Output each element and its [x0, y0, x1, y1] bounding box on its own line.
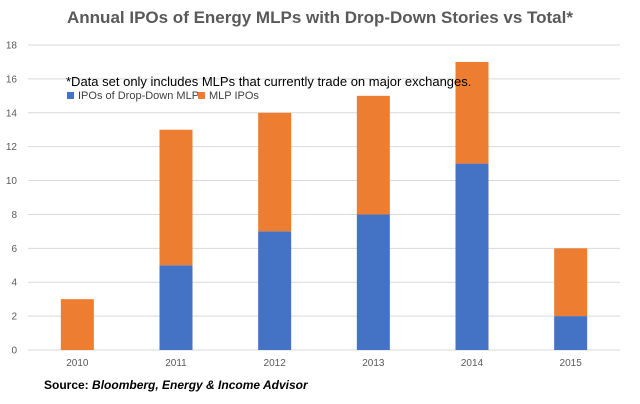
x-tick-label: 2014: [461, 358, 484, 369]
source-text: Bloomberg, Energy & Income Advisor: [92, 378, 308, 392]
y-tick-label: 18: [6, 41, 18, 52]
y-tick-label: 12: [6, 142, 18, 153]
bar-mlp-ipos: [159, 129, 193, 266]
grid-lines: [28, 44, 620, 351]
bar-dropdown-ipos: [159, 265, 193, 350]
bar-dropdown-ipos: [258, 231, 292, 350]
y-tick-label: 4: [11, 278, 17, 289]
bar-dropdown-ipos: [356, 214, 390, 350]
bar-mlp-ipos: [60, 299, 94, 350]
x-tick-label: 2011: [165, 358, 187, 369]
bar-mlp-ipos: [554, 248, 588, 317]
bar-mlp-ipos: [356, 95, 390, 215]
x-tick-label: 2013: [362, 358, 385, 369]
legend-swatch-mlp: [198, 92, 205, 99]
x-tick-label: 2012: [264, 358, 287, 369]
y-tick-label: 10: [6, 176, 18, 187]
source-label: Source:: [44, 378, 89, 392]
x-tick-label: 2010: [66, 358, 89, 369]
source-line: Source: Bloomberg, Energy & Income Advis…: [44, 378, 308, 392]
y-tick-label: 16: [6, 74, 18, 85]
x-axis-ticks: 2010 2011 2012 2013 2014 2015: [66, 358, 582, 369]
y-tick-label: 6: [11, 244, 17, 255]
bar-mlp-ipos: [258, 112, 292, 232]
legend-swatch-dropdown: [67, 92, 74, 99]
x-tick-label: 2015: [560, 358, 583, 369]
y-tick-label: 2: [11, 312, 17, 323]
y-tick-label: 0: [11, 346, 17, 357]
bar-dropdown-ipos: [554, 316, 588, 350]
bar-mlp-ipos: [455, 61, 489, 164]
legend: IPOs of Drop-Down MLPs MLP IPOs: [67, 90, 259, 102]
legend-label-dropdown: IPOs of Drop-Down MLPs: [78, 90, 205, 102]
y-tick-label: 8: [11, 210, 17, 221]
chart-note: *Data set only includes MLPs that curren…: [66, 74, 471, 89]
legend-label-mlp: MLP IPOs: [209, 90, 259, 102]
y-axis-ticks: 0 2 4 6 8 10 12 14 16 18: [6, 41, 18, 357]
bar-dropdown-ipos: [455, 163, 489, 350]
chart-title: Annual IPOs of Energy MLPs with Drop-Dow…: [67, 8, 573, 27]
bars: [60, 61, 588, 350]
y-tick-label: 14: [6, 108, 18, 119]
